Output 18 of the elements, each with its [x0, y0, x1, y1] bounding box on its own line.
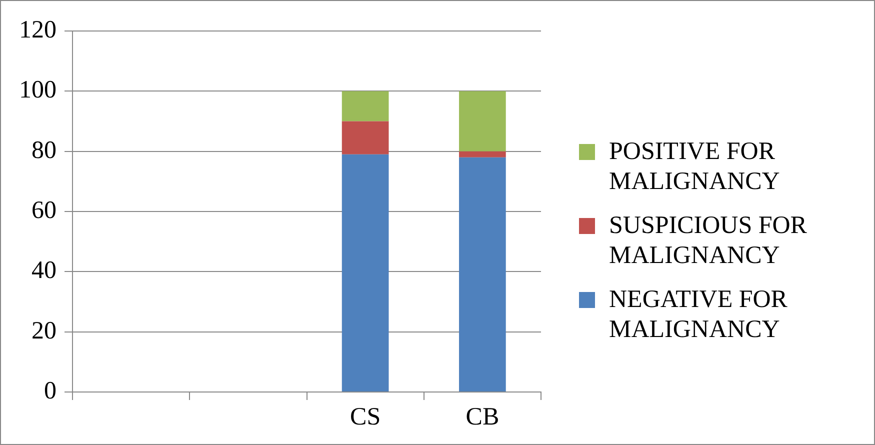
- bar: [459, 91, 506, 152]
- y-tick-label: 80: [32, 136, 56, 164]
- bar: [342, 121, 389, 154]
- legend-label: NEGATIVE FOR MALIGNANCY: [609, 285, 788, 345]
- bar: [459, 151, 506, 158]
- y-tick-label: 20: [32, 317, 56, 344]
- y-tick-label: 40: [32, 257, 56, 284]
- legend-label: SUSPICIOUS FOR MALIGNANCY: [609, 211, 808, 271]
- y-tick-label: 120: [19, 16, 56, 44]
- y-tick-label: 60: [32, 197, 56, 224]
- y-tick-label: 100: [19, 76, 56, 104]
- bar: [342, 91, 389, 122]
- bar: [342, 154, 389, 392]
- legend-label: POSITIVE FOR MALIGNANCY: [609, 137, 781, 197]
- bar: [459, 157, 506, 392]
- x-tick-label: CB: [466, 404, 500, 431]
- x-tick-label: CS: [350, 404, 381, 431]
- y-tick-label: 0: [44, 378, 56, 405]
